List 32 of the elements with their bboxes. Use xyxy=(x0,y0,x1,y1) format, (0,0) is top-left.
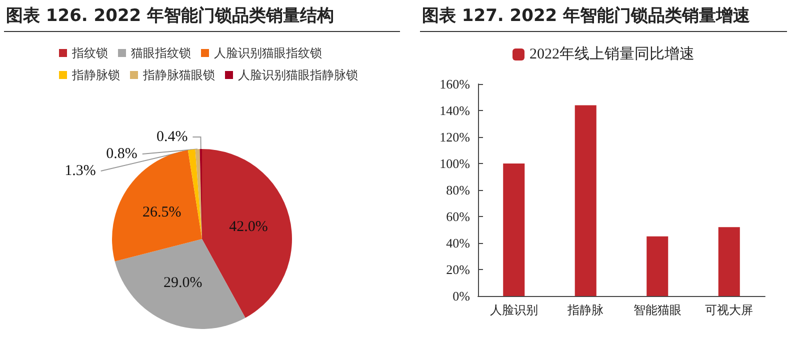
y-tick-label: 100% xyxy=(440,156,470,171)
bar xyxy=(646,236,668,296)
y-tick-label: 0% xyxy=(452,288,470,304)
data-label: 26.5% xyxy=(142,204,182,221)
data-label: 0.4% xyxy=(156,129,188,146)
legend-label: 人脸识别猫眼指静脉锁 xyxy=(238,68,358,82)
bar xyxy=(718,227,740,296)
legend-label: 指静脉锁 xyxy=(71,68,120,82)
y-tick-label: 140% xyxy=(440,103,470,118)
legend-label: 2022年线上销量同比增速 xyxy=(530,46,694,62)
chart-title: 图表 126. 2022 年智能门锁品类销量结构 xyxy=(4,0,400,32)
x-tick-label: 智能猫眼 xyxy=(633,303,682,317)
x-tick-label: 人脸识别 xyxy=(490,303,538,317)
bar xyxy=(574,105,596,296)
legend-label: 指纹锁 xyxy=(71,46,108,60)
y-tick-label: 20% xyxy=(446,262,470,277)
legend-label: 人脸识别猫眼指纹锁 xyxy=(214,46,322,60)
y-tick-label: 60% xyxy=(446,209,470,224)
chart-title: 图表 127. 2022 年智能门锁品类销量增速 xyxy=(420,0,787,32)
bar xyxy=(503,164,525,296)
x-tick-label: 指静脉 xyxy=(566,303,604,317)
y-tick-label: 40% xyxy=(446,236,470,250)
legend-label: 指静脉猫眼锁 xyxy=(142,68,215,82)
legend-label: 猫眼指纹锁 xyxy=(131,46,191,60)
x-tick-label: 可视大屏 xyxy=(705,303,754,317)
y-tick-label: 80% xyxy=(446,182,470,198)
y-tick-label: 160% xyxy=(440,76,470,92)
y-tick-label: 120% xyxy=(440,130,470,144)
data-label: 42.0% xyxy=(229,219,268,236)
data-label: 29.0% xyxy=(164,275,202,292)
data-label: 1.3% xyxy=(64,163,96,180)
data-label: 0.8% xyxy=(106,146,138,162)
